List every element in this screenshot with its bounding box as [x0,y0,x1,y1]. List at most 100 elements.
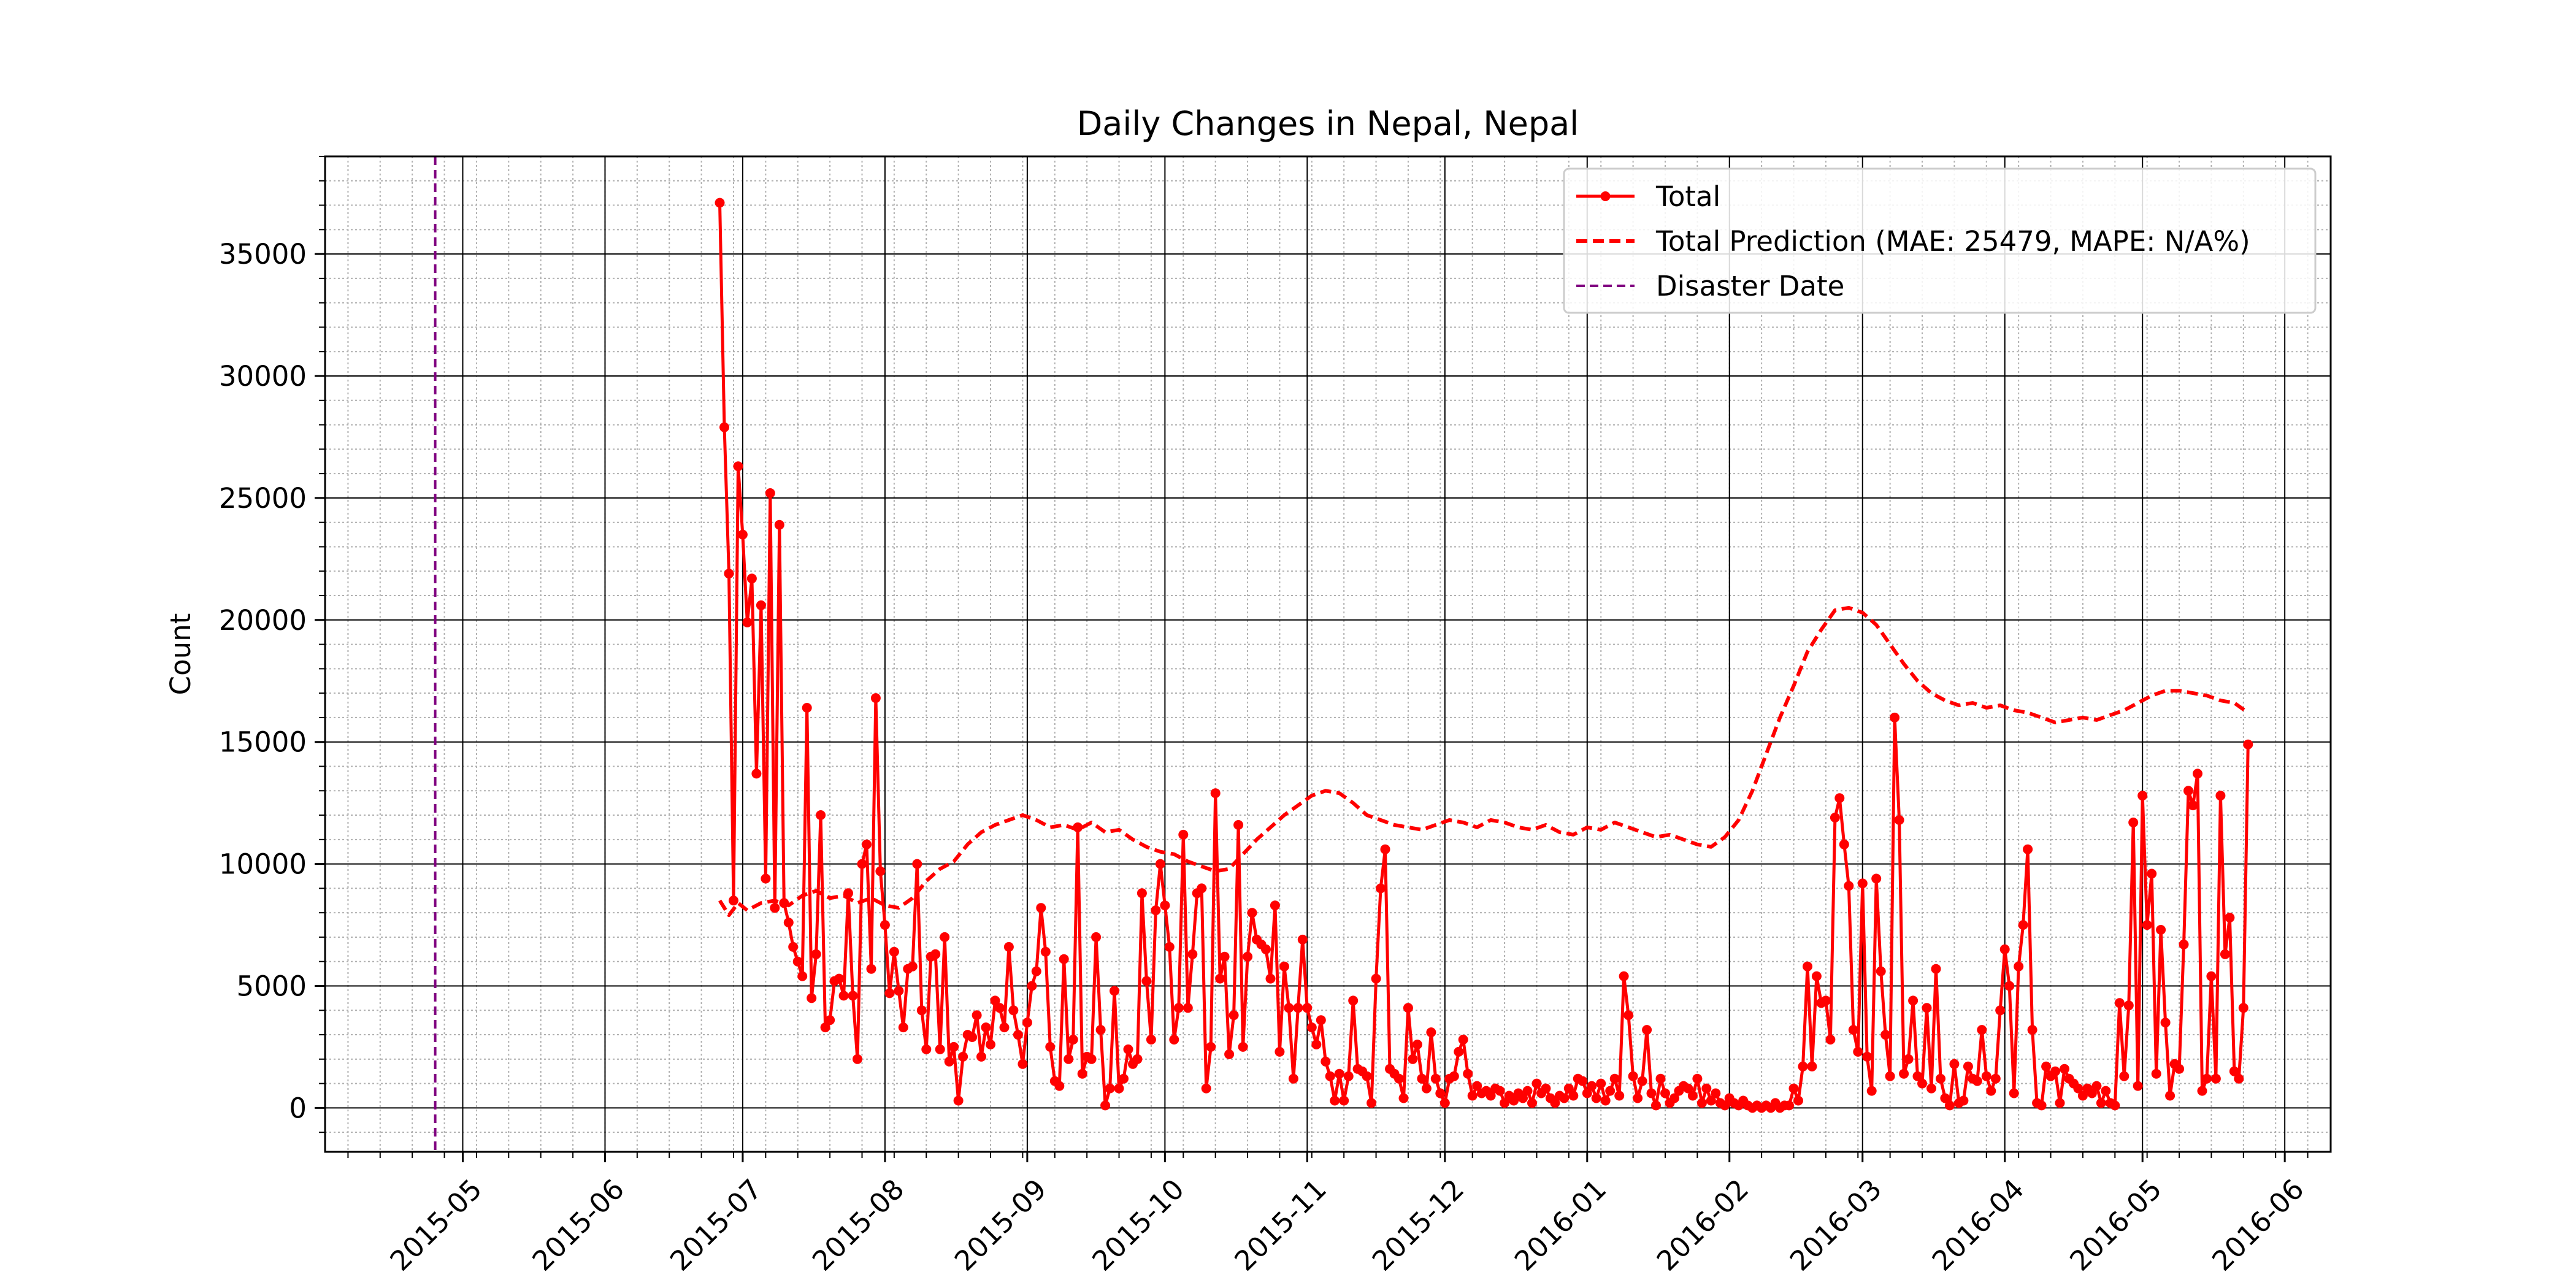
total-series-point [1215,973,1225,984]
total-series-point [1316,1015,1326,1025]
total-series-point [1247,908,1257,918]
total-series-point [1068,1035,1078,1045]
total-series-point [1306,1022,1317,1033]
total-series-point [838,991,849,1001]
total-series-point [1550,1098,1560,1108]
total-series-point [1008,1005,1019,1016]
total-series-point [1885,1071,1895,1081]
total-series-point [1210,788,1221,799]
total-series-point [1146,1035,1156,1045]
total-series-point [1807,1061,1817,1071]
total-series-point [1105,1083,1115,1094]
total-series-point [733,461,743,472]
total-series-point [770,903,780,913]
total-series-point [1238,1041,1248,1052]
total-series-point [1302,1003,1313,1013]
total-series-point [1297,934,1308,945]
total-series-point [1899,1068,1909,1079]
total-series-point [1132,1054,1143,1064]
total-series-point [2050,1066,2060,1076]
total-series-point [2210,1073,2221,1084]
total-series-point [880,920,890,930]
total-series-point [1114,1083,1124,1094]
total-series-point [935,1044,945,1054]
total-series-point [1912,1071,1923,1081]
total-series-point [1435,1088,1446,1098]
legend-label-disaster: Disaster Date [1656,270,1844,302]
total-series-point [779,898,789,908]
total-series-point [2220,949,2230,959]
total-series-point [1454,1046,1464,1057]
total-series-point [1871,873,1882,884]
total-series-point [1926,1083,1936,1094]
chart-title: Daily Changes in Nepal, Nepal [1077,104,1579,143]
total-series-point [1518,1093,1528,1103]
legend-label-prediction: Total Prediction (MAE: 25479, MAPE: N/A%… [1655,225,2250,258]
total-series-point [1160,900,1170,911]
total-series-point [853,1054,862,1064]
total-series-point [2027,1025,2037,1035]
total-series-point [1371,973,1381,984]
total-series-point [1582,1088,1592,1098]
total-series-point [990,995,1000,1006]
total-series-point [1421,1083,1432,1094]
total-series-point [1036,903,1046,913]
total-series-point [2087,1088,2097,1098]
total-series-point [1940,1093,1950,1103]
total-series-point [995,1003,1005,1013]
total-series-point [2077,1091,2088,1101]
total-series-point [1472,1081,1482,1091]
total-series-point [907,961,918,972]
total-series-point [1646,1088,1657,1098]
total-series-point [1155,859,1165,869]
total-series-point [1936,1073,1945,1084]
total-series-point [930,949,941,959]
total-series-point [1003,941,1014,952]
total-series-point [2096,1098,2106,1108]
total-series-point [1559,1093,1570,1103]
total-series-point [1972,1076,1982,1086]
total-series-point [1706,1095,1716,1106]
total-series-point [1600,1095,1611,1106]
total-series-point [742,617,753,627]
total-series-point [1848,1025,1858,1035]
total-series-point [1876,966,1886,976]
total-series-point [1173,1003,1184,1013]
total-series-point [2004,981,2015,991]
total-series-point [783,918,794,928]
total-series-point [1187,949,1198,959]
total-series-point [1463,1068,1473,1079]
total-series-point [1669,1093,1679,1103]
total-series-point [1687,1091,1698,1101]
total-series-point [1077,1068,1087,1079]
total-series-point [1022,1018,1032,1028]
total-series-point [1275,1046,1285,1057]
total-series-point [1229,1010,1239,1021]
total-series-point [894,986,904,996]
y-tick-label: 5000 [236,970,307,1003]
total-series-point [715,197,725,208]
y-tick-label: 20000 [219,604,307,637]
total-series-point [2055,1098,2065,1108]
total-series-point [1054,1081,1065,1091]
total-series-point [1348,995,1359,1006]
total-series-point [1880,1030,1891,1040]
total-series-point [2041,1061,2052,1071]
total-series-point [1605,1086,1616,1096]
total-series-point [1426,1027,1436,1038]
total-series-point [857,859,867,869]
total-series-point [1531,1078,1542,1089]
total-series-point [1720,1100,1730,1111]
y-tick-label: 30000 [219,360,307,393]
total-series-point [1903,1054,1914,1064]
total-series-point [1417,1073,1427,1084]
total-series-point [737,529,748,540]
total-series-point [1178,829,1189,840]
total-series-point [820,1022,830,1033]
total-series-point [1412,1040,1422,1049]
total-series-point [1522,1086,1533,1096]
total-series-point [1321,1056,1331,1067]
total-series-point [2188,800,2198,811]
total-series-point [1995,1005,2006,1016]
total-series-point [2234,1073,2244,1084]
